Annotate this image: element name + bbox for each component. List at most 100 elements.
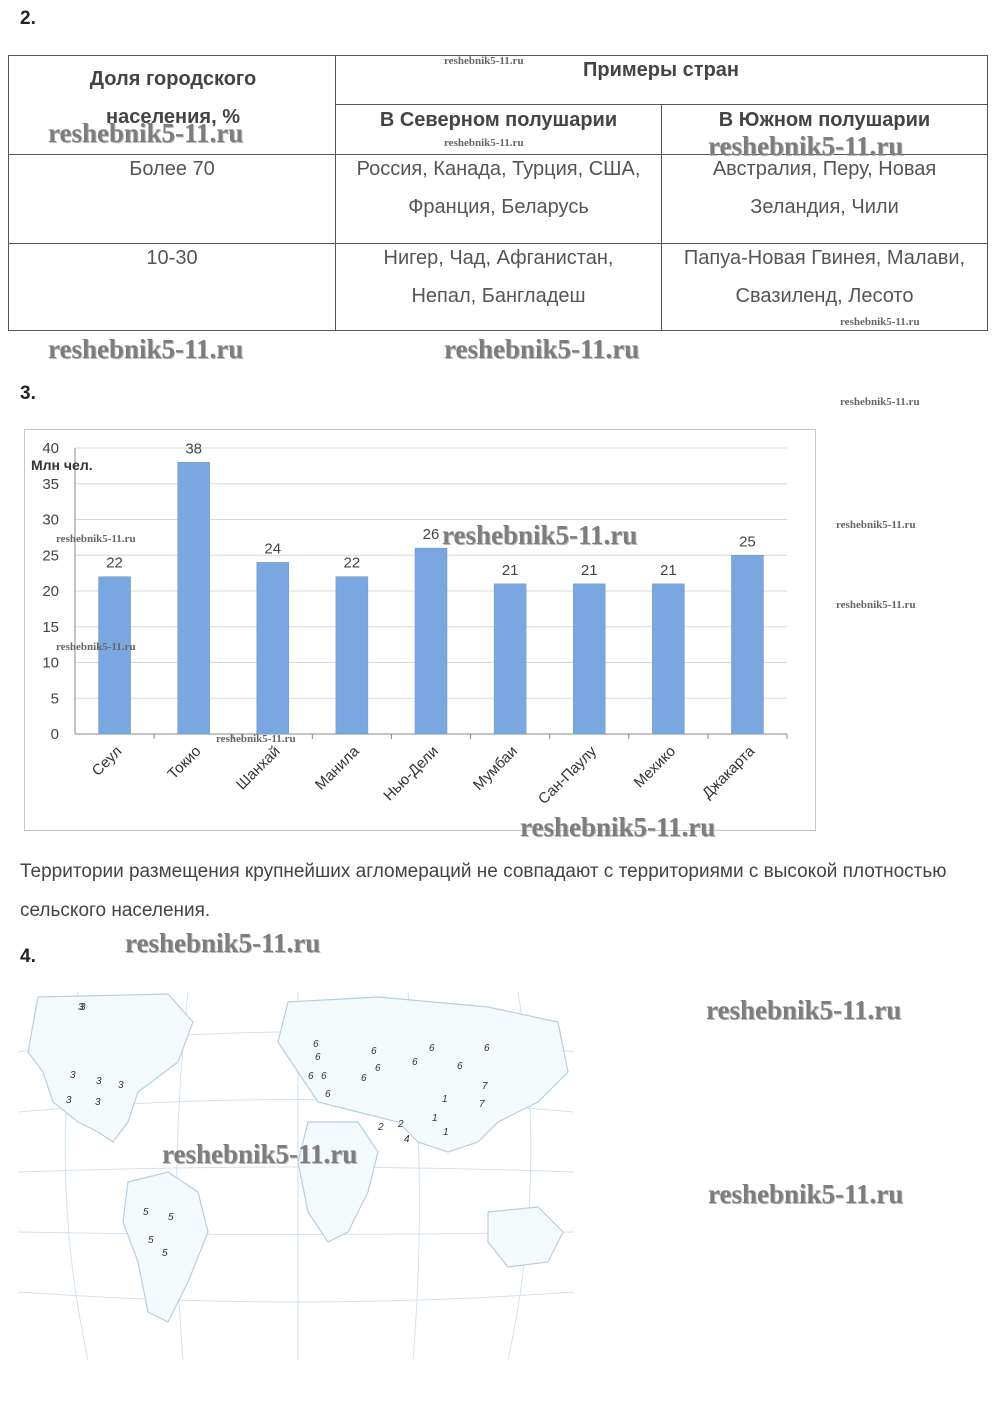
map-region-number: 1 bbox=[442, 1094, 448, 1105]
x-category-label: Сеул bbox=[89, 743, 126, 780]
table-row-2-share: 10-30 bbox=[8, 243, 336, 331]
bar bbox=[98, 576, 131, 735]
bar bbox=[335, 576, 369, 735]
map-region-number: 6 bbox=[371, 1046, 377, 1057]
map-region-number: 6 bbox=[375, 1063, 381, 1074]
watermark-small: reshebnik5-11.ru bbox=[444, 55, 524, 67]
map-region-number: 6 bbox=[412, 1057, 418, 1068]
table-row-1-north: Россия, Канада, Турция, США, Франция, Бе… bbox=[335, 154, 662, 244]
y-tick-label: 25 bbox=[42, 547, 59, 564]
data-label: 26 bbox=[423, 526, 440, 543]
y-tick-label: 40 bbox=[42, 440, 59, 457]
header-north: В Северном полушарии bbox=[379, 109, 618, 131]
map-region-number: 4 bbox=[404, 1134, 410, 1145]
map-region-number: 6 bbox=[313, 1039, 319, 1050]
watermark: reshebnik5-11.ru bbox=[48, 334, 244, 364]
y-tick-label: 35 bbox=[42, 476, 59, 493]
y-tick-label: 20 bbox=[42, 583, 59, 600]
x-category-label: Джакарта bbox=[699, 742, 759, 802]
map-region-number: 3 bbox=[96, 1076, 102, 1087]
section-3-number: 3. bbox=[20, 383, 36, 404]
watermark-small: reshebnik5-11.ru bbox=[840, 396, 920, 408]
data-label: 24 bbox=[264, 540, 281, 557]
watermark-small: reshebnik5-11.ru bbox=[56, 533, 136, 545]
row-1-south: Австралия, Перу, Новая Зеландия, Чили bbox=[712, 158, 937, 218]
data-label: 22 bbox=[106, 555, 123, 572]
watermark: reshebnik5-11.ru bbox=[442, 520, 638, 550]
map-region-number: 7 bbox=[482, 1081, 488, 1092]
y-axis-label: Млн чел. bbox=[31, 457, 93, 473]
map-region-number: 3 bbox=[70, 1070, 76, 1081]
data-label: 21 bbox=[660, 562, 677, 579]
data-label: 21 bbox=[502, 562, 519, 579]
y-tick-label: 30 bbox=[42, 512, 59, 529]
y-tick-label: 15 bbox=[42, 619, 59, 636]
table-row-2-north: Нигер, Чад, Афганистан, Непал, Бангладеш bbox=[335, 243, 662, 331]
map-region-number: 6 bbox=[308, 1071, 314, 1082]
data-label: 38 bbox=[185, 440, 202, 457]
x-category-label: Мумбаи bbox=[470, 743, 521, 794]
header-south: В Южном полушарии bbox=[718, 109, 931, 131]
section-2-number: 2. bbox=[20, 8, 36, 29]
watermark: reshebnik5-11.ru bbox=[708, 1179, 904, 1209]
map-region-number: 7 bbox=[479, 1099, 485, 1110]
map-region-number: 1 bbox=[432, 1113, 438, 1124]
watermark-small: reshebnik5-11.ru bbox=[836, 519, 916, 531]
map-region-number: 2 bbox=[377, 1122, 384, 1133]
population-chart-frame: 0 5 10 15 20 25 30 35 40 Млн чел. 22 Сеул 38 Токио 24 Ш… bbox=[24, 429, 816, 831]
x-category-label: Сан-Паулу bbox=[535, 742, 600, 807]
bar bbox=[177, 462, 210, 735]
bar bbox=[572, 583, 606, 735]
header-examples: Примеры стран bbox=[583, 59, 739, 81]
map-region-number: 6 bbox=[457, 1061, 463, 1072]
x-category-label: Нью-Дели bbox=[380, 743, 442, 805]
map-region-number: 2 bbox=[397, 1119, 404, 1130]
row-2-south: Папуа-Новая Гвинея, Малави, Свазиленд, Л… bbox=[683, 247, 966, 307]
watermark: reshebnik5-11.ru bbox=[162, 1139, 358, 1169]
map-region-number: 3 bbox=[66, 1095, 72, 1106]
y-tick-label: 10 bbox=[42, 655, 59, 672]
map-region-number: 6 bbox=[325, 1089, 331, 1100]
watermark: reshebnik5-11.ru bbox=[706, 995, 902, 1025]
header-share: Доля городского населения, % bbox=[89, 68, 257, 128]
map-region-number: 5 bbox=[168, 1212, 174, 1223]
map-region-number: 3 bbox=[78, 1002, 84, 1013]
watermark-small: reshebnik5-11.ru bbox=[216, 733, 296, 745]
x-category-label: Манила bbox=[312, 742, 363, 793]
section-3-conclusion: Территории размещения крупнейших агломер… bbox=[20, 861, 947, 921]
map-region-number: 3 bbox=[95, 1097, 101, 1108]
map-region-number: 6 bbox=[321, 1071, 327, 1082]
data-label: 21 bbox=[581, 562, 598, 579]
map-region-number: 3 bbox=[118, 1080, 124, 1091]
countries-table: Доля городского населения, % Примеры стр… bbox=[8, 55, 988, 331]
map-region-number: 6 bbox=[484, 1043, 490, 1054]
table-row-2-south: Папуа-Новая Гвинея, Малави, Свазиленд, Л… bbox=[661, 243, 988, 331]
x-category-label: Токио bbox=[164, 743, 204, 783]
bar bbox=[731, 555, 764, 735]
watermark: reshebnik5-11.ru bbox=[48, 118, 244, 148]
data-label: 25 bbox=[739, 533, 756, 550]
x-category-label: Шанхай bbox=[233, 743, 284, 794]
map-region-number: 5 bbox=[162, 1248, 168, 1259]
watermark-small: reshebnik5-11.ru bbox=[444, 137, 524, 149]
section-4-number: 4. bbox=[20, 946, 36, 967]
row-1-share: Более 70 bbox=[129, 158, 215, 180]
map-region-number: 6 bbox=[429, 1043, 435, 1054]
y-tick-label: 0 bbox=[51, 726, 59, 743]
x-category-label: Мехико bbox=[631, 743, 680, 792]
watermark-small: reshebnik5-11.ru bbox=[840, 316, 920, 328]
map-region-number: 5 bbox=[148, 1235, 154, 1246]
bar bbox=[256, 562, 290, 735]
row-2-share: 10-30 bbox=[146, 247, 198, 269]
watermark: reshebnik5-11.ru bbox=[708, 131, 904, 161]
bar bbox=[493, 583, 527, 735]
row-1-north: Россия, Канада, Турция, США, Франция, Бе… bbox=[356, 158, 641, 218]
bar bbox=[414, 547, 448, 735]
map-region-number: 1 bbox=[443, 1127, 449, 1138]
table-row-1-share: Более 70 bbox=[8, 154, 336, 244]
watermark-small: reshebnik5-11.ru bbox=[836, 599, 916, 611]
watermark: reshebnik5-11.ru bbox=[520, 812, 716, 842]
y-tick-label: 5 bbox=[51, 690, 59, 707]
